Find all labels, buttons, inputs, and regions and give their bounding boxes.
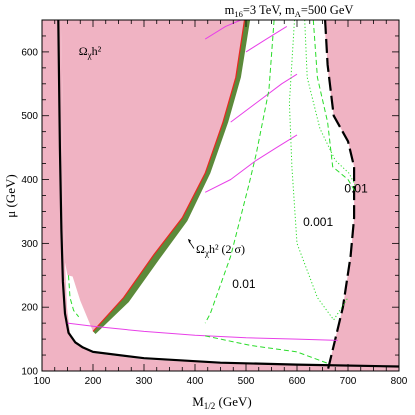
- y-tick-label: 100: [21, 367, 38, 378]
- x-tick-label: 800: [391, 376, 408, 387]
- chart-title: m16=3 TeV, mA=500 GeV: [225, 3, 354, 19]
- x-tick-label: 100: [34, 376, 51, 387]
- contour-label-001-lower: 0.01: [232, 277, 256, 291]
- band-label: Ωχh² (2 σ): [196, 242, 245, 258]
- x-tick-label: 300: [136, 376, 153, 387]
- line-green_left_small: [68, 275, 80, 318]
- plot-area: [42, 20, 399, 371]
- x-tick-label: 600: [289, 376, 306, 387]
- annotations: Ωχh² Ωχh² (2 σ) 0.01 0.001 0.01: [79, 44, 368, 291]
- y-tick-label: 500: [21, 111, 38, 122]
- x-tick-label: 400: [187, 376, 204, 387]
- line-magenta_3: [245, 25, 288, 53]
- line-right_boundary: [324, 20, 356, 371]
- line-magenta_1: [204, 134, 298, 193]
- region-excluded_wedge: [61, 20, 245, 332]
- x-tick-label: 200: [85, 376, 102, 387]
- line-green_dashed_001: [204, 20, 275, 324]
- x-tick-label: 500: [238, 376, 255, 387]
- x-tick-label: 700: [340, 376, 357, 387]
- y-tick-label: 400: [21, 175, 38, 186]
- x-axis-title: M1/2 (GeV): [192, 394, 252, 411]
- axis-ticks: 100 200 300 400 500 600 700 800 100 200 300 400 500 6…: [21, 19, 408, 387]
- y-tick-label: 300: [21, 239, 38, 250]
- y-tick-label: 600: [21, 47, 38, 58]
- line-magenta_2: [230, 73, 298, 123]
- contour-label-001: 0.01: [344, 181, 368, 195]
- region-label: Ωχh²: [79, 44, 102, 60]
- band-edge-omega_band: [92, 20, 246, 332]
- line-green_dashed_bottom: [205, 335, 328, 364]
- line-magenta_bottom: [67, 322, 338, 341]
- contour-label-0001: 0.001: [303, 215, 333, 229]
- line-magenta_4: [204, 20, 242, 40]
- line-lower_boundary: [57, 20, 399, 368]
- band-arrow-head: [187, 238, 191, 244]
- y-axis-title: μ (GeV): [3, 174, 18, 217]
- line-green_dotted_right: [304, 20, 357, 187]
- line-green_dashed_right: [312, 20, 357, 193]
- y-tick-label: 200: [21, 303, 38, 314]
- region-excluded_right: [324, 20, 399, 371]
